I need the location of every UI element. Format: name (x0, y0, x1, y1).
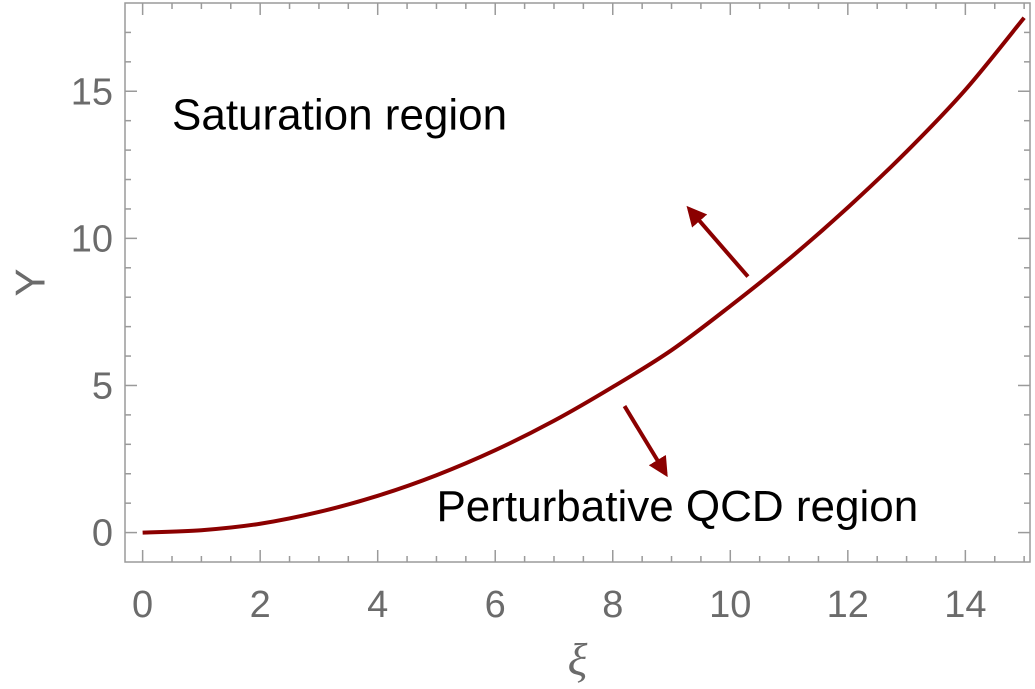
y-axis-title: Y (7, 268, 54, 296)
y-tick-label: 15 (71, 71, 113, 113)
annotation-arrow (622, 405, 668, 478)
plot-frame (124, 2, 1031, 563)
x-tick-label: 2 (250, 584, 271, 626)
x-tick-label: 8 (602, 584, 623, 626)
x-tick-label: 0 (132, 584, 153, 626)
x-axis-title: ξ (568, 634, 588, 685)
annotations: Saturation region Perturbative QCD region (172, 91, 918, 531)
series-line (142, 16, 1026, 535)
saturation-region-label: Saturation region (172, 91, 507, 140)
annotation-arrow (686, 205, 750, 278)
x-tick-label: 4 (367, 584, 388, 626)
y-ticks: 0 5 10 15 (71, 31, 1030, 555)
x-tick-label: 10 (709, 584, 751, 626)
arrows (622, 205, 750, 478)
y-tick-label: 0 (92, 513, 113, 555)
perturbative-qcd-region-label: Perturbative QCD region (436, 482, 918, 531)
x-tick-label: 12 (827, 584, 869, 626)
y-tick-label: 5 (92, 365, 113, 407)
x-tick-label: 14 (944, 584, 986, 626)
x-tick-label: 6 (485, 584, 506, 626)
y-tick-label: 10 (71, 218, 113, 260)
x-ticks: 0 2 4 6 8 10 12 14 (132, 3, 1025, 626)
